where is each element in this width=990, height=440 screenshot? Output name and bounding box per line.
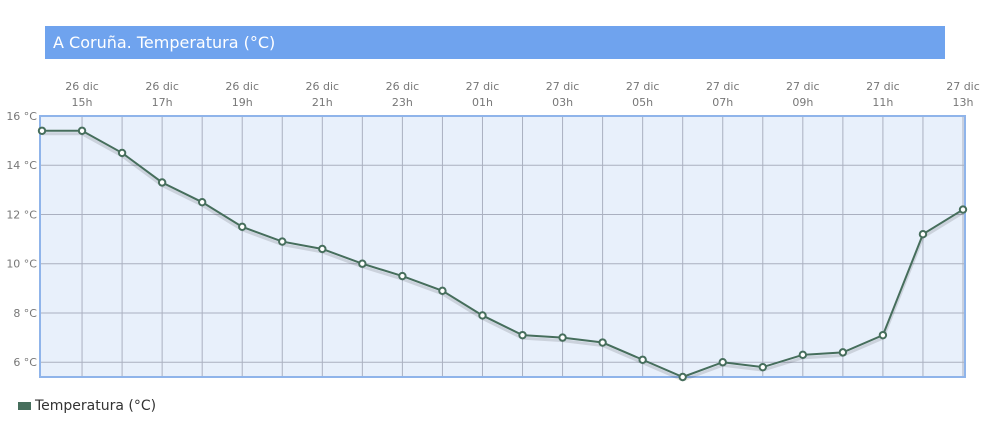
- y-tick-label: 6 °C: [13, 356, 37, 369]
- data-point: [398, 271, 407, 281]
- x-tick-label: 19h: [232, 96, 253, 109]
- legend[interactable]: Temperatura (°C): [18, 398, 156, 414]
- x-tick-label: 26 dic: [145, 80, 179, 93]
- data-point: [358, 259, 367, 268]
- data-point: [77, 126, 87, 135]
- x-tick-label: 27 dic: [626, 80, 660, 93]
- data-point: [37, 126, 47, 135]
- x-tick-label: 05h: [632, 96, 653, 109]
- x-tick-label: 27 dic: [866, 80, 900, 93]
- x-tick-label: 27 dic: [466, 80, 500, 93]
- plot-border: [39, 115, 966, 378]
- legend-swatch: [18, 402, 31, 410]
- x-tick-label: 26 dic: [386, 80, 420, 93]
- x-tick-label: 26 dic: [225, 80, 259, 93]
- x-tick-label: 27 dic: [546, 80, 580, 93]
- data-point: [238, 222, 247, 232]
- data-point: [638, 355, 647, 364]
- y-tick-label: 10 °C: [6, 258, 37, 271]
- data-point: [798, 350, 808, 360]
- x-tick-label: 01h: [472, 96, 493, 109]
- data-point: [598, 338, 607, 347]
- legend-label: Temperatura (°C): [35, 398, 157, 414]
- data-point: [197, 197, 207, 207]
- y-tick-label: 16 °C: [6, 110, 37, 123]
- x-tick-label: 09h: [792, 96, 813, 109]
- data-point: [838, 348, 848, 357]
- data-point: [918, 229, 928, 239]
- data-point: [318, 244, 327, 254]
- data-point: [117, 148, 127, 158]
- y-tick-label: 14 °C: [6, 159, 37, 172]
- x-tick-label: 13h: [953, 96, 974, 109]
- chart-title: A Coruña. Temperatura (°C): [45, 26, 945, 59]
- data-point: [718, 358, 727, 367]
- series-line: [42, 129, 964, 379]
- x-tick-label: 21h: [312, 96, 333, 109]
- x-tick-label: 26 dic: [65, 80, 99, 93]
- data-point: [758, 362, 767, 372]
- x-tick-label: 11h: [872, 96, 893, 109]
- x-tick-label: 17h: [152, 96, 173, 109]
- data-point: [878, 330, 888, 340]
- x-tick-label: 23h: [392, 96, 413, 109]
- data-point: [438, 286, 447, 296]
- x-tick-label: 27 dic: [946, 80, 980, 93]
- data-point: [678, 372, 687, 382]
- plot-area: [40, 116, 965, 377]
- x-tick-label: 27 dic: [706, 80, 740, 93]
- data-point: [278, 237, 287, 246]
- x-tick-label: 07h: [712, 96, 733, 109]
- data-point: [518, 330, 527, 340]
- data-point: [558, 333, 567, 342]
- y-tick-label: 8 °C: [13, 307, 37, 320]
- y-tick-label: 12 °C: [6, 208, 37, 221]
- x-tick-label: 27 dic: [786, 80, 820, 93]
- data-point: [478, 311, 487, 320]
- series-shadow: [42, 132, 964, 382]
- x-tick-label: 03h: [552, 96, 573, 109]
- x-tick-label: 26 dic: [306, 80, 340, 93]
- x-tick-label: 15h: [72, 96, 93, 109]
- data-point: [958, 205, 968, 214]
- data-point: [157, 178, 167, 187]
